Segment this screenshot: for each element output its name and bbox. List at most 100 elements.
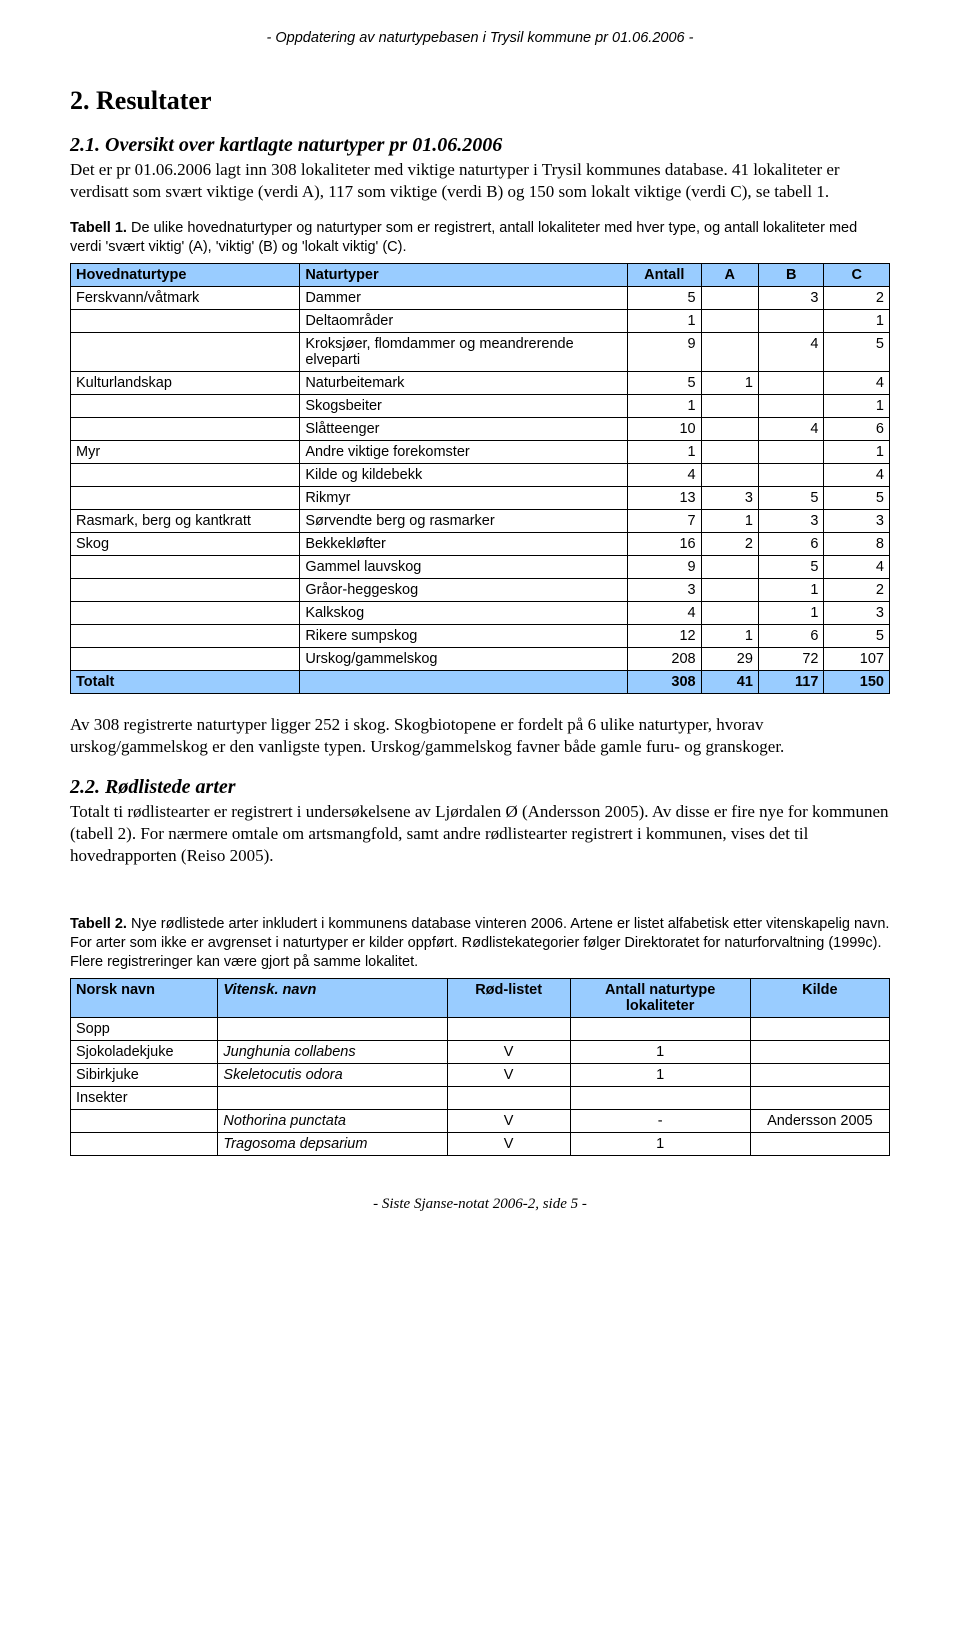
table-cell: - <box>570 1109 750 1132</box>
table-cell: 5 <box>758 486 824 509</box>
table-cell: 4 <box>627 463 701 486</box>
heading-22: 2.2. Rødlistede arter <box>70 776 890 799</box>
table2-category-label: Sopp <box>71 1017 218 1040</box>
table2-header-rodlistet: Rød-listet <box>447 978 570 1017</box>
table-cell <box>758 309 824 332</box>
table-cell: 308 <box>627 670 701 693</box>
table1-caption-label: Tabell 1. <box>70 220 127 236</box>
table-row: Skogsbeiter11 <box>71 394 890 417</box>
table-row: KulturlandskapNaturbeitemark514 <box>71 371 890 394</box>
table-cell <box>71 486 300 509</box>
table-cell: 5 <box>824 486 890 509</box>
table2-header-vitensk: Vitensk. navn <box>218 978 447 1017</box>
table-cell <box>701 309 758 332</box>
table2-category-label: Insekter <box>71 1086 218 1109</box>
table-row: Gammel lauvskog954 <box>71 555 890 578</box>
table-cell <box>758 394 824 417</box>
document-header: - Oppdatering av naturtypebasen i Trysil… <box>70 30 890 46</box>
table1-header-hoved: Hovednaturtype <box>71 263 300 286</box>
table-cell: Rikere sumpskog <box>300 624 628 647</box>
table1-total-row: Totalt30841117150 <box>71 670 890 693</box>
table-row: Rikere sumpskog12165 <box>71 624 890 647</box>
table-cell <box>71 624 300 647</box>
table-cell <box>701 463 758 486</box>
table-row: Kalkskog413 <box>71 601 890 624</box>
table-cell: 4 <box>824 463 890 486</box>
table-cell: Kilde og kildebekk <box>300 463 628 486</box>
table-row: Slåtteenger1046 <box>71 417 890 440</box>
document-footer: - Siste Sjanse-notat 2006-2, side 5 - <box>70 1196 890 1213</box>
table-cell: 1 <box>758 601 824 624</box>
table-cell: Totalt <box>71 670 300 693</box>
table-cell <box>701 578 758 601</box>
table-cell: Deltaområder <box>300 309 628 332</box>
table-cell: Tragosoma depsarium <box>218 1132 447 1155</box>
table-cell: 16 <box>627 532 701 555</box>
table-cell: 1 <box>627 394 701 417</box>
table-cell: 1 <box>824 440 890 463</box>
table-cell: V <box>447 1063 570 1086</box>
table-cell <box>71 394 300 417</box>
table-cell: 5 <box>824 332 890 371</box>
table-cell: 1 <box>570 1132 750 1155</box>
table-cell: 72 <box>758 647 824 670</box>
table-row: SibirkjukeSkeletocutis odoraV1 <box>71 1063 890 1086</box>
table-cell: 29 <box>701 647 758 670</box>
table-cell: 7 <box>627 509 701 532</box>
table-cell: 6 <box>758 624 824 647</box>
table-cell: 12 <box>627 624 701 647</box>
table-cell: 10 <box>627 417 701 440</box>
table-cell <box>71 555 300 578</box>
table-cell: 1 <box>824 394 890 417</box>
table-row: Rikmyr13355 <box>71 486 890 509</box>
table-cell <box>71 332 300 371</box>
table-cell <box>701 394 758 417</box>
table-cell: 5 <box>627 371 701 394</box>
table-row: SjokoladekjukeJunghunia collabensV1 <box>71 1040 890 1063</box>
table2-header-norsk: Norsk navn <box>71 978 218 1017</box>
table-cell: Kulturlandskap <box>71 371 300 394</box>
table-cell <box>701 332 758 371</box>
table-cell: 1 <box>758 578 824 601</box>
table-cell: 107 <box>824 647 890 670</box>
table-cell: 8 <box>824 532 890 555</box>
table-cell <box>71 1109 218 1132</box>
table-cell: 6 <box>758 532 824 555</box>
table-cell: 3 <box>824 601 890 624</box>
table-cell: Bekkekløfter <box>300 532 628 555</box>
table-cell: 3 <box>627 578 701 601</box>
table-cell: 4 <box>824 371 890 394</box>
table-cell: Andre viktige forekomster <box>300 440 628 463</box>
table-cell <box>71 578 300 601</box>
table-row: Tragosoma depsariumV1 <box>71 1132 890 1155</box>
table-cell <box>570 1086 750 1109</box>
table-cell: 4 <box>758 417 824 440</box>
table1: Hovednaturtype Naturtyper Antall A B C F… <box>70 263 890 694</box>
table-row: Nothorina punctataV-Andersson 2005 <box>71 1109 890 1132</box>
table-cell: 150 <box>824 670 890 693</box>
table-cell: 3 <box>758 286 824 309</box>
table-row: Deltaområder11 <box>71 309 890 332</box>
table-cell <box>71 417 300 440</box>
table2-category-row: Sopp <box>71 1017 890 1040</box>
table-cell: Kroksjøer, flomdammer og meandrerende el… <box>300 332 628 371</box>
table-cell: 1 <box>627 309 701 332</box>
table2-caption: Tabell 2. Nye rødlistede arter inkludert… <box>70 915 890 972</box>
table2-category-row: Insekter <box>71 1086 890 1109</box>
table-cell <box>750 1040 889 1063</box>
table-cell <box>701 417 758 440</box>
table-cell: 4 <box>758 332 824 371</box>
table1-header-b: B <box>758 263 824 286</box>
table-cell: 5 <box>627 286 701 309</box>
table1-caption: Tabell 1. De ulike hovednaturtyper og na… <box>70 219 890 257</box>
paragraph-21: Det er pr 01.06.2006 lagt inn 308 lokali… <box>70 159 890 203</box>
table-cell <box>447 1017 570 1040</box>
table-cell: 4 <box>627 601 701 624</box>
table-cell: 208 <box>627 647 701 670</box>
heading-21: 2.1. Oversikt over kartlagte naturtyper … <box>70 134 890 157</box>
table1-header-c: C <box>824 263 890 286</box>
table-cell: Sjokoladekjuke <box>71 1040 218 1063</box>
table-cell: 3 <box>758 509 824 532</box>
table-cell <box>701 440 758 463</box>
table2-caption-label: Tabell 2. <box>70 916 127 932</box>
